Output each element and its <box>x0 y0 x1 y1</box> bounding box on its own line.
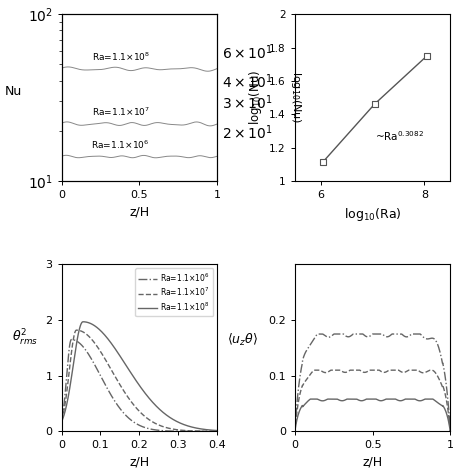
Text: Ra=1.1×10$^8$: Ra=1.1×10$^8$ <box>91 51 150 64</box>
X-axis label: z/H: z/H <box>129 456 149 469</box>
Y-axis label: $\theta^2_{rms}$: $\theta^2_{rms}$ <box>11 328 38 348</box>
X-axis label: log$_{10}$(Ra): log$_{10}$(Ra) <box>344 206 401 223</box>
Text: Ra=1.1×10$^6$: Ra=1.1×10$^6$ <box>91 139 150 151</box>
X-axis label: z/H: z/H <box>129 206 149 219</box>
Y-axis label: Nu: Nu <box>5 85 22 98</box>
X-axis label: z/H: z/H <box>363 456 383 469</box>
Y-axis label: $\langle u_z \theta \rangle$: $\langle u_z \theta \rangle$ <box>228 332 259 348</box>
Point <box>371 100 378 108</box>
Y-axis label: log$_{10}$(Nu): log$_{10}$(Nu) <box>246 70 264 125</box>
Y-axis label: log$_{10}$(Nu): log$_{10}$(Nu) <box>290 72 303 124</box>
Text: Ra=1.1×10$^7$: Ra=1.1×10$^7$ <box>91 106 150 118</box>
Text: ~Ra$^{0.3082}$: ~Ra$^{0.3082}$ <box>375 129 424 143</box>
Legend: Ra=1.1×10$^6$, Ra=1.1×10$^7$, Ra=1.1×10$^8$: Ra=1.1×10$^6$, Ra=1.1×10$^7$, Ra=1.1×10$… <box>135 268 213 316</box>
Point <box>423 53 430 60</box>
Point <box>319 158 327 166</box>
